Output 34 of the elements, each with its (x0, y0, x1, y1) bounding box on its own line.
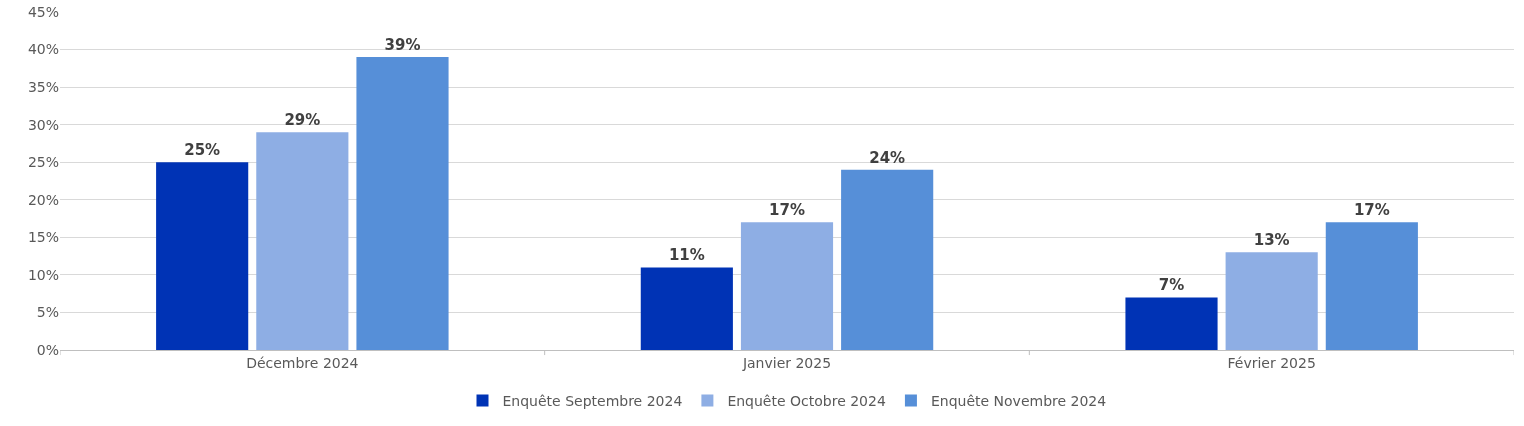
y-tick-label: 15% (27, 229, 59, 246)
y-tick-label: 30% (27, 116, 59, 133)
data-label: 7% (1158, 276, 1185, 295)
y-tick-label: 5% (36, 304, 59, 321)
bar (1125, 297, 1218, 350)
x-tick-label: Décembre 2024 (246, 354, 359, 371)
bar (640, 267, 733, 350)
bar (156, 162, 249, 350)
data-label: 17% (769, 201, 805, 220)
x-tick-label: Janvier 2025 (741, 354, 832, 371)
y-tick-label: 45% (27, 3, 59, 20)
legend-label: Enquête Novembre 2024 (930, 392, 1107, 409)
bar (1225, 252, 1318, 350)
data-label: 13% (1253, 231, 1290, 250)
y-tick-label: 10% (27, 266, 59, 283)
legend-label: Enquête Septembre 2024 (502, 392, 683, 409)
data-label: 17% (1353, 201, 1390, 220)
bar (841, 169, 934, 350)
legend-label: Enquête Octobre 2024 (727, 392, 886, 409)
y-tick-label: 0% (36, 341, 59, 358)
y-tick-label: 25% (27, 154, 59, 171)
y-tick-label: 20% (27, 191, 59, 208)
data-label: 29% (284, 111, 321, 130)
data-label: 11% (668, 246, 705, 265)
data-label: 39% (384, 36, 421, 55)
y-tick-label: 35% (27, 79, 59, 96)
bar (356, 57, 449, 350)
bar (1325, 222, 1418, 350)
y-tick-label: 40% (27, 41, 59, 58)
data-label: 25% (184, 141, 221, 160)
bar (740, 222, 834, 350)
data-label: 24% (869, 148, 906, 167)
bar (256, 132, 349, 350)
x-tick-label: Février 2025 (1227, 354, 1316, 371)
